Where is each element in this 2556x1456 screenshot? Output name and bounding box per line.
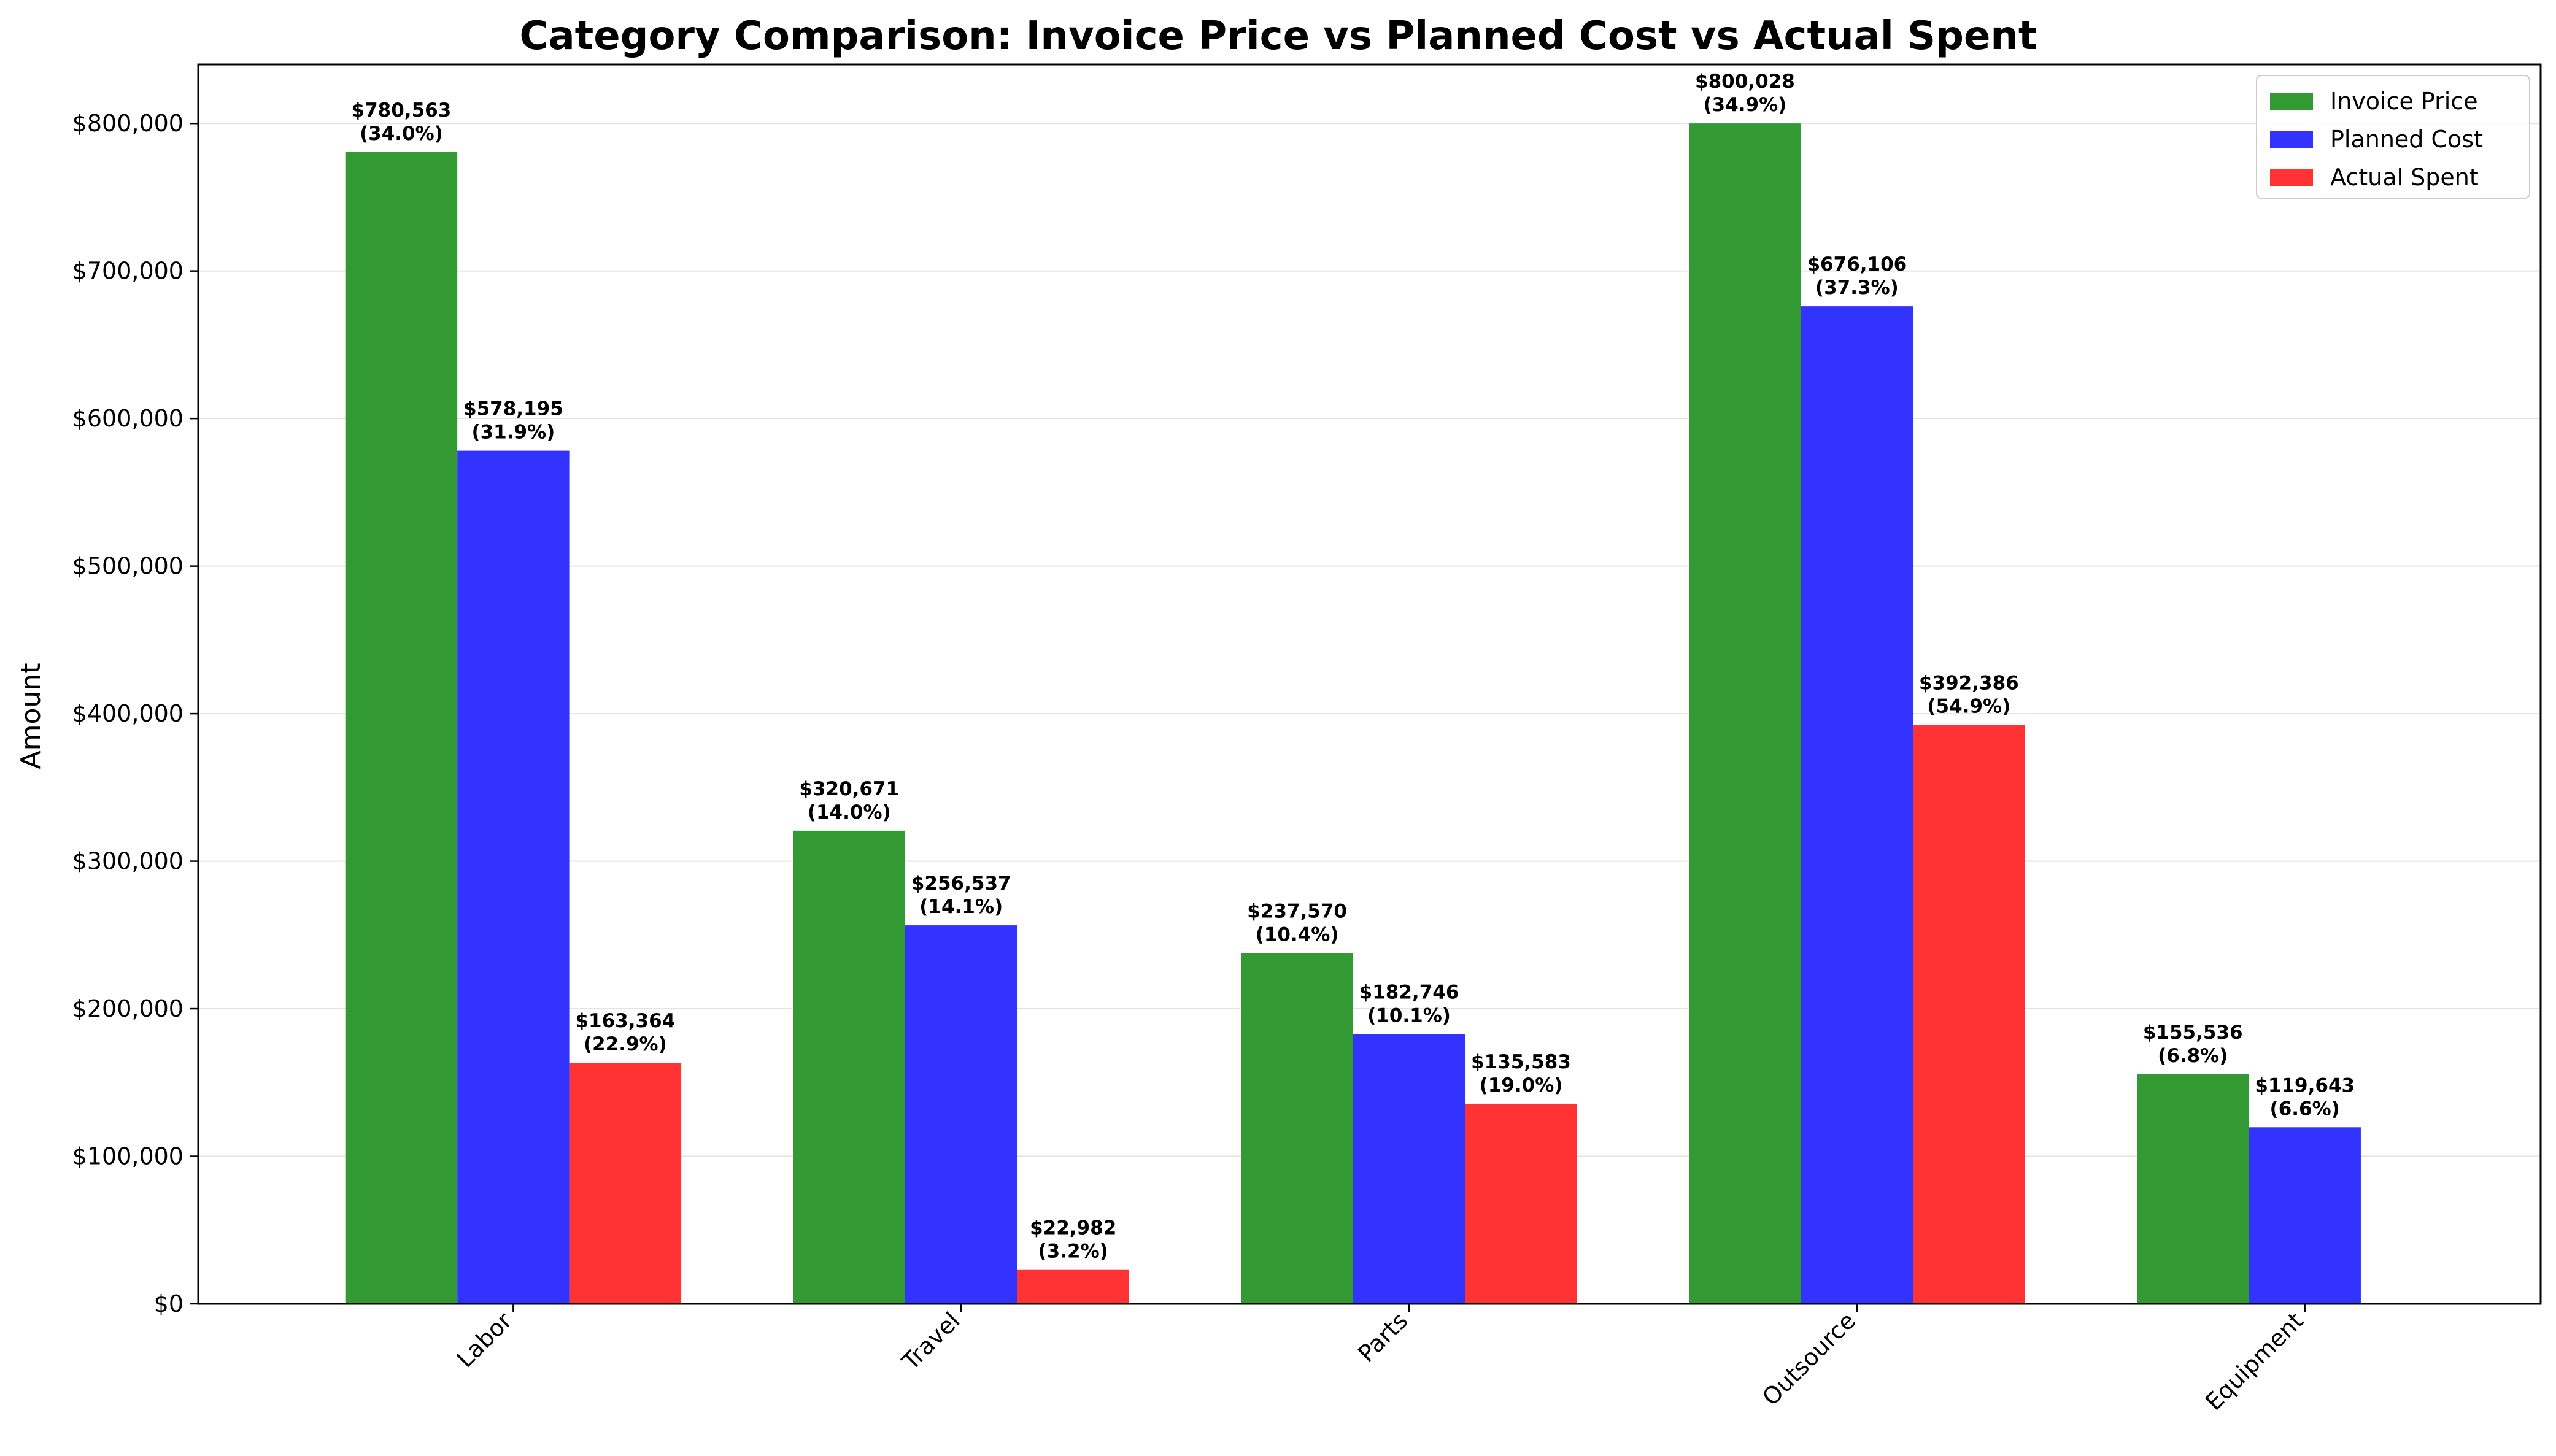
bar-planned-cost bbox=[905, 925, 1017, 1304]
bar-invoice-price bbox=[345, 152, 458, 1304]
x-tick-label: Parts bbox=[1353, 1307, 1413, 1367]
bar-percent-label: (10.1%) bbox=[1367, 1005, 1451, 1027]
y-tick-label: $0 bbox=[154, 1290, 183, 1317]
bar-percent-label: (54.9%) bbox=[1927, 695, 2010, 717]
bar-value-label: $392,386 bbox=[1919, 672, 2019, 694]
bar-planned-cost bbox=[1801, 306, 1913, 1304]
legend-entry: Actual Spent bbox=[2330, 164, 2479, 191]
bar-invoice-price bbox=[2137, 1074, 2249, 1304]
y-tick-label: $600,000 bbox=[72, 405, 183, 432]
bar-value-label: $22,982 bbox=[1030, 1217, 1116, 1239]
bar-percent-label: (34.0%) bbox=[360, 123, 443, 145]
bar-percent-label: (3.2%) bbox=[1038, 1241, 1108, 1263]
bar-value-label: $676,106 bbox=[1807, 253, 1907, 275]
bar-percent-label: (6.8%) bbox=[2158, 1045, 2228, 1067]
legend-box bbox=[2256, 75, 2530, 199]
x-tick-label: Labor bbox=[452, 1307, 517, 1373]
bar-actual-spent bbox=[1465, 1103, 1577, 1304]
bar-percent-label: (14.1%) bbox=[919, 896, 1003, 918]
bar-value-label: $800,028 bbox=[1695, 71, 1795, 93]
x-tick-label: Equipment bbox=[2200, 1307, 2309, 1416]
bar-percent-label: (22.9%) bbox=[584, 1033, 667, 1055]
bar-value-label: $320,671 bbox=[799, 778, 899, 800]
bar-invoice-price bbox=[1241, 953, 1353, 1304]
bar-percent-label: (37.3%) bbox=[1815, 277, 1899, 299]
y-tick-label: $200,000 bbox=[72, 995, 183, 1022]
y-tick-label: $800,000 bbox=[72, 110, 183, 137]
legend: Invoice Price Planned Cost Actual Spent bbox=[2256, 75, 2530, 199]
bar-planned-cost bbox=[1353, 1034, 1465, 1304]
bar-value-label: $780,563 bbox=[352, 99, 452, 121]
bar-invoice-price bbox=[1689, 123, 1801, 1304]
bar-value-label: $578,195 bbox=[463, 398, 563, 420]
bar-percent-label: (34.9%) bbox=[1703, 94, 1786, 116]
bar-actual-spent bbox=[1017, 1269, 1129, 1304]
bar-percent-label: (31.9%) bbox=[471, 422, 555, 444]
y-tick-label: $500,000 bbox=[72, 553, 183, 580]
bar-value-label: $182,746 bbox=[1359, 982, 1459, 1004]
bar-value-label: $163,364 bbox=[575, 1010, 675, 1032]
legend-entry: Invoice Price bbox=[2330, 88, 2478, 115]
bar-actual-spent bbox=[569, 1063, 682, 1304]
bar-value-label: $256,537 bbox=[911, 872, 1011, 895]
y-tick-label: $100,000 bbox=[72, 1143, 183, 1170]
bar-value-label: $155,536 bbox=[2143, 1022, 2243, 1044]
legend-swatch bbox=[2270, 131, 2313, 148]
bar-invoice-price bbox=[793, 830, 905, 1304]
bar-percent-label: (6.6%) bbox=[2270, 1098, 2340, 1120]
x-tick-label: Outsource bbox=[1757, 1307, 1861, 1411]
chart-title: Category Comparison: Invoice Price vs Pl… bbox=[519, 13, 2037, 59]
y-tick-label: $700,000 bbox=[72, 258, 183, 285]
bars bbox=[345, 123, 2361, 1304]
y-tick-label: $300,000 bbox=[72, 848, 183, 875]
bar-percent-label: (10.4%) bbox=[1256, 924, 1339, 946]
plot-frame bbox=[197, 63, 2542, 1305]
bar-percent-label: (14.0%) bbox=[808, 801, 891, 823]
bar-planned-cost bbox=[457, 450, 570, 1304]
legend-swatch bbox=[2270, 169, 2313, 186]
bar-value-label: $237,570 bbox=[1247, 901, 1347, 923]
bar-value-label: $135,583 bbox=[1471, 1051, 1571, 1073]
x-tick-label: Travel bbox=[897, 1307, 965, 1376]
legend-entry: Planned Cost bbox=[2330, 126, 2483, 153]
bar-value-label: $119,643 bbox=[2255, 1074, 2355, 1096]
bar-percent-label: (19.0%) bbox=[1480, 1074, 1563, 1096]
bar-labels: $780,563(34.0%)$320,671(14.0%)$237,570(1… bbox=[352, 71, 2355, 1263]
legend-swatch bbox=[2270, 93, 2313, 110]
y-tick-label: $400,000 bbox=[72, 700, 183, 727]
bar-planned-cost bbox=[2249, 1127, 2361, 1304]
bar-actual-spent bbox=[1913, 725, 2025, 1304]
y-axis-label: Amount bbox=[15, 663, 47, 769]
